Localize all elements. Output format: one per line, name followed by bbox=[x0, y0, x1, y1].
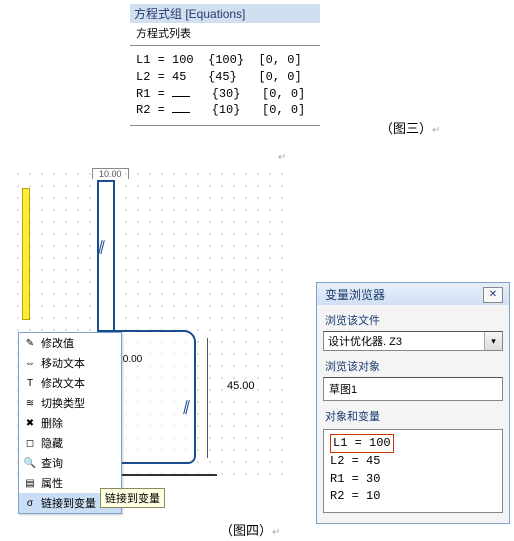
menu-icon: T bbox=[23, 376, 37, 390]
menu-item[interactable]: T 修改文本 bbox=[19, 373, 121, 393]
tooltip: 链接到变量 bbox=[100, 488, 165, 508]
menu-icon: ✖ bbox=[23, 416, 37, 430]
equations-list: L1 = 100 {100} [0, 0] L2 = 45 {45} [0, 0… bbox=[130, 46, 320, 126]
object-name[interactable]: 草图1 bbox=[324, 378, 502, 400]
menu-icon: ◻ bbox=[23, 436, 37, 450]
variable-list[interactable]: L1 = 100L2 = 45R1 = 30R2 = 10 bbox=[323, 429, 503, 513]
equations-panel: 方程式组 [Equations] 方程式列表 L1 = 100 {100} [0… bbox=[130, 4, 320, 126]
eq-row[interactable]: R2 = {10} [0, 0] bbox=[136, 103, 305, 117]
menu-label: 属性 bbox=[41, 475, 63, 491]
side-dimension[interactable]: 45.00 bbox=[227, 380, 255, 392]
menu-label: 删除 bbox=[41, 415, 63, 431]
variable-browser-title: 变量浏览器 bbox=[325, 286, 385, 303]
menu-icon: σ bbox=[23, 496, 37, 510]
menu-label: 移动文本 bbox=[41, 355, 85, 371]
menu-item[interactable]: ≋ 切换类型 bbox=[19, 393, 121, 413]
paragraph-mark: ↵ bbox=[278, 152, 286, 163]
sketch-shape-upper[interactable] bbox=[97, 180, 115, 334]
variable-browser-panel: 变量浏览器 ✕ 浏览该文件 ▾ 浏览该对象 草图1 对象和变量 L1 = 100… bbox=[316, 282, 510, 524]
menu-icon: ≋ bbox=[23, 396, 37, 410]
top-dimension[interactable]: 10.00 bbox=[92, 168, 129, 179]
eq-row[interactable]: R1 = {30} [0, 0] bbox=[136, 87, 305, 101]
equations-subheader: 方程式列表 bbox=[130, 23, 320, 46]
equations-title: 方程式组 [Equations] bbox=[130, 4, 320, 23]
file-combo-input[interactable] bbox=[324, 332, 484, 350]
figure-3-label: （图三）↵ bbox=[380, 118, 440, 137]
eq-row[interactable]: L1 = 100 {100} [0, 0] bbox=[136, 53, 302, 67]
break-mark: ∥ bbox=[182, 398, 189, 415]
menu-label: 修改文本 bbox=[41, 375, 85, 391]
chevron-down-icon[interactable]: ▾ bbox=[484, 332, 502, 350]
dimension-line bbox=[207, 338, 209, 458]
menu-item[interactable]: ✖ 删除 bbox=[19, 413, 121, 433]
file-group-label: 浏览该文件 bbox=[323, 311, 503, 329]
menu-icon: ✎ bbox=[23, 336, 37, 350]
menu-item[interactable]: 🔍 查询 bbox=[19, 453, 121, 473]
context-menu: ✎ 修改值 ⇔ 移动文本 T 修改文本 ≋ 切换类型 ✖ 删除 ◻ 隐藏 🔍 查询 ▤ 属性 σ 链接到变量 bbox=[18, 332, 122, 514]
active-dimension-highlight[interactable] bbox=[22, 188, 30, 320]
menu-label: 查询 bbox=[41, 455, 63, 471]
menu-label: 隐藏 bbox=[41, 435, 63, 451]
break-mark: ∥ bbox=[97, 238, 104, 255]
variable-row[interactable]: R2 = 10 bbox=[330, 488, 496, 505]
menu-item[interactable]: ◻ 隐藏 bbox=[19, 433, 121, 453]
variable-row[interactable]: L2 = 45 bbox=[330, 453, 496, 470]
object-group-label: 浏览该对象 bbox=[323, 357, 503, 375]
close-icon[interactable]: ✕ bbox=[483, 287, 503, 303]
menu-item[interactable]: ⇔ 移动文本 bbox=[19, 353, 121, 373]
eq-row[interactable]: L2 = 45 {45} [0, 0] bbox=[136, 70, 302, 84]
menu-icon: ⇔ bbox=[23, 356, 37, 370]
figure-4-label: （图四）↵ bbox=[220, 520, 280, 539]
vars-group-label: 对象和变量 bbox=[323, 407, 503, 425]
menu-label: 链接到变量 bbox=[41, 495, 96, 511]
variable-row[interactable]: R1 = 30 bbox=[330, 471, 496, 488]
menu-icon: 🔍 bbox=[23, 456, 37, 470]
variable-row[interactable]: L1 = 100 bbox=[330, 434, 496, 453]
menu-item[interactable]: ✎ 修改值 bbox=[19, 333, 121, 353]
menu-icon: ▤ bbox=[23, 476, 37, 490]
menu-label: 切换类型 bbox=[41, 395, 85, 411]
menu-label: 修改值 bbox=[41, 335, 74, 351]
